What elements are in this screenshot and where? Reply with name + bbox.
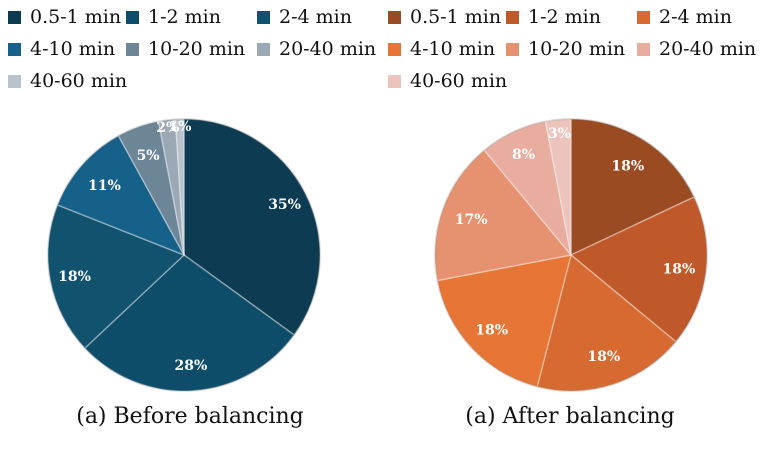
- legend-swatch: [126, 10, 139, 24]
- pie-slice-after: [570, 118, 696, 257]
- pie-slice-after: [483, 120, 572, 256]
- legend-item-before: 2-4 min: [257, 6, 352, 28]
- slice-label-before: 18%: [58, 269, 91, 285]
- legend-label: 1-2 min: [528, 6, 601, 28]
- slice-label-before: 28%: [175, 358, 208, 374]
- legend-item-after: 2-4 min: [637, 6, 732, 28]
- legend-swatch: [388, 74, 401, 88]
- pie-slice-before: [117, 120, 185, 256]
- legend-item-before: 40-60 min: [8, 70, 127, 92]
- pie-slice-before: [83, 254, 296, 392]
- legend-swatch: [8, 10, 21, 24]
- legend-label: 40-60 min: [30, 70, 128, 92]
- legend-item-before: 10-20 min: [126, 38, 245, 60]
- legend-item-before: 1-2 min: [126, 6, 221, 28]
- pie-slice-before: [157, 118, 185, 256]
- legend-swatch: [637, 42, 650, 56]
- legend-label: 20-40 min: [279, 38, 377, 60]
- slice-label-after: 8%: [512, 147, 535, 163]
- pie-chart-after: 18% 18% 18% 18% 17% 8% 3%: [434, 118, 708, 392]
- pie-chart-before: 35% 28% 18% 11% 5% 2%1%: [47, 118, 321, 392]
- legend-label: 4-10 min: [30, 38, 116, 60]
- pie-slice-before: [174, 118, 185, 256]
- legend-label: 2-4 min: [279, 6, 352, 28]
- legend-swatch: [506, 10, 519, 24]
- legend-item-before: 0.5-1 min: [8, 6, 121, 28]
- legend-swatch: [8, 74, 21, 88]
- legend-label: 0.5-1 min: [410, 6, 502, 28]
- legend-label: 10-20 min: [528, 38, 626, 60]
- legend-item-after: 4-10 min: [388, 38, 495, 60]
- before-balancing-panel: 0.5-1 min 1-2 min 2-4 min 4-10 min 10-20 min…: [0, 0, 380, 457]
- legend-label: 4-10 min: [410, 38, 496, 60]
- caption-before: (a) Before balancing: [76, 404, 304, 429]
- pie-slice-after: [436, 254, 573, 388]
- legend-item-after: 0.5-1 min: [388, 6, 501, 28]
- legend-swatch: [388, 42, 401, 56]
- legend-item-after: 10-20 min: [506, 38, 625, 60]
- legend-item-after: 20-40 min: [637, 38, 756, 60]
- pie-slice-before: [56, 134, 186, 257]
- pie-rim: [47, 118, 321, 392]
- legend-swatch: [637, 10, 650, 24]
- slice-label-after: 3%: [548, 126, 571, 142]
- pie-slice-before: [183, 118, 321, 336]
- legend-label: 40-60 min: [410, 70, 508, 92]
- legend-item-before: 4-10 min: [8, 38, 115, 60]
- slice-label-before: 1%: [168, 119, 191, 135]
- caption-after: (a) After balancing: [465, 404, 675, 429]
- pie-rim: [434, 118, 708, 392]
- legend-item-before: 20-40 min: [257, 38, 376, 60]
- legend-swatch: [8, 42, 21, 56]
- pie-slice-before: [47, 203, 186, 350]
- legend-item-after: 1-2 min: [506, 6, 601, 28]
- legend-label: 1-2 min: [148, 6, 221, 28]
- slice-label-before: 2%: [156, 120, 179, 136]
- pie-slice-after: [569, 196, 708, 343]
- slice-label-after: 18%: [587, 349, 620, 365]
- legend-label: 10-20 min: [148, 38, 246, 60]
- legend-label: 2-4 min: [659, 6, 732, 28]
- pie-slice-after: [544, 118, 572, 256]
- legend-swatch: [388, 10, 401, 24]
- legend-swatch: [257, 42, 270, 56]
- pie-slice-after: [536, 253, 677, 392]
- legend-label: 20-40 min: [659, 38, 757, 60]
- slice-label-after: 18%: [475, 323, 508, 339]
- legend-swatch: [126, 42, 139, 56]
- legend-label: 0.5-1 min: [30, 6, 122, 28]
- slice-label-after: 18%: [611, 158, 644, 174]
- slice-label-after: 17%: [455, 212, 488, 228]
- slice-label-after: 18%: [663, 262, 696, 278]
- after-balancing-panel: 0.5-1 min 1-2 min 2-4 min 4-10 min 10-20 min…: [380, 0, 761, 457]
- legend-item-after: 40-60 min: [388, 70, 507, 92]
- legend-swatch: [257, 10, 270, 24]
- slice-label-before: 11%: [88, 178, 121, 194]
- legend-swatch: [506, 42, 519, 56]
- pie-slice-after: [434, 149, 573, 282]
- slice-label-before: 5%: [137, 148, 160, 164]
- slice-label-before: 35%: [268, 197, 301, 213]
